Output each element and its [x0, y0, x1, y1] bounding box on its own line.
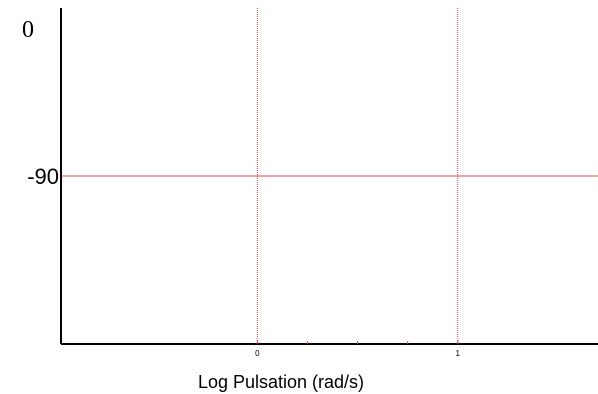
x-axis-title: Log Pulsation (rad/s): [198, 372, 364, 392]
axes: [60, 8, 598, 345]
x-tick-label-1: 1: [456, 349, 461, 358]
y-tick-labels: 0 -90: [22, 17, 59, 189]
x-tick-label-0: 0: [255, 349, 260, 358]
y-tick-label-top: 0: [22, 17, 34, 43]
x-tick-marks: [256, 340, 459, 344]
y-tick-label-1: -90: [27, 164, 59, 189]
